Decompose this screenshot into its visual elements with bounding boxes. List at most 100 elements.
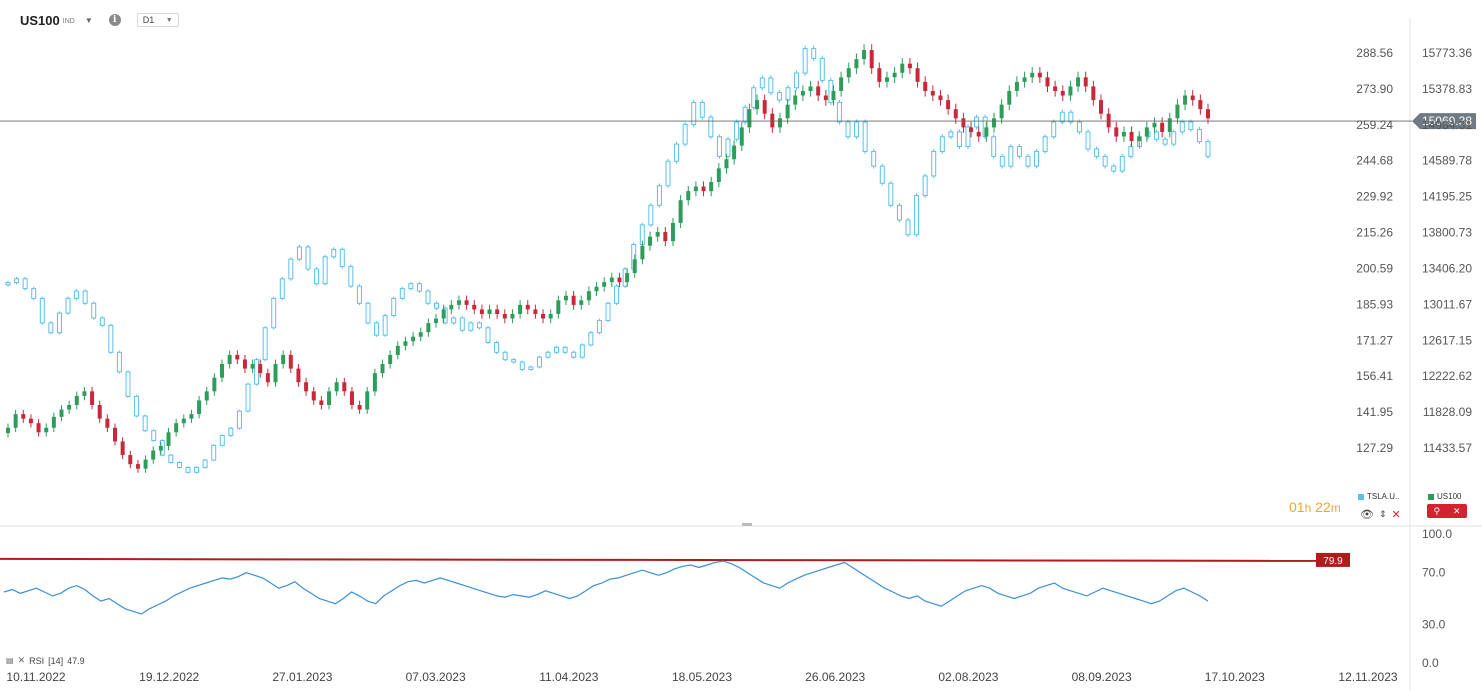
compare-candle	[1059, 109, 1065, 125]
main-candle	[204, 386, 209, 405]
main-candle	[1014, 76, 1019, 97]
indicator-close-icon[interactable]: ✕	[17, 655, 26, 665]
legend-main[interactable]: US100	[1428, 492, 1461, 501]
main-candle-body	[479, 309, 484, 314]
main-candle	[999, 99, 1004, 124]
compare-candle	[1119, 153, 1125, 174]
panel-resize-handle	[742, 523, 752, 526]
compare-candle	[819, 55, 825, 84]
main-candle	[6, 423, 10, 438]
main-candle	[1129, 126, 1134, 147]
compare-candle-body	[1119, 155, 1125, 172]
rsi-label[interactable]: ▤ ✕ RSI [14] 47.9	[6, 655, 85, 666]
symbol-label[interactable]: US100	[20, 12, 60, 28]
close-icon[interactable]: ✕	[1391, 509, 1401, 521]
info-icon[interactable]: i	[108, 14, 121, 26]
main-candle-body	[1183, 95, 1188, 105]
compare-candle	[759, 75, 765, 91]
main-candle	[839, 71, 844, 97]
caret-down-icon[interactable]: ▼	[84, 15, 93, 25]
indicator-settings-icon[interactable]: ▤	[6, 656, 14, 665]
main-candle-body	[143, 459, 148, 469]
compare-candle-body	[845, 121, 851, 138]
main-candle-body	[594, 286, 599, 292]
main-candle-body	[502, 313, 507, 319]
main-candle-body	[930, 90, 935, 96]
main-candle	[678, 195, 683, 229]
reorder-icon[interactable]: ⇕	[1378, 509, 1387, 519]
main-candle	[701, 181, 706, 197]
compare-candle-body	[176, 462, 182, 468]
x-axis-label: 27.01.2023	[272, 670, 332, 684]
compare-candle-body	[502, 351, 508, 361]
compare-candle-body	[1008, 146, 1014, 167]
compare-candle-body	[1205, 141, 1211, 157]
price-line: 15069.38	[0, 113, 1476, 130]
right-axis-label: 14195.25	[1422, 190, 1472, 204]
main-candle-body	[418, 332, 423, 337]
main-candle	[732, 140, 737, 165]
main-candle-body	[709, 182, 714, 192]
compare-candle-body	[725, 138, 731, 157]
main-candle	[625, 268, 630, 287]
main-candle	[877, 62, 882, 88]
main-candle-body	[1129, 131, 1134, 142]
compare-candle	[254, 358, 260, 386]
main-candle-body	[900, 63, 905, 73]
main-candle	[602, 277, 607, 292]
legend-compare[interactable]: TSLA.U..	[1358, 492, 1399, 501]
rsi-period: [14]	[48, 655, 64, 666]
compare-candle	[99, 316, 105, 328]
right-axis-label: 13800.73	[1422, 226, 1472, 240]
main-candle-body	[334, 382, 339, 392]
main-candle	[785, 99, 790, 124]
main-candle-body	[28, 418, 33, 424]
compare-candle-body	[691, 101, 697, 126]
main-candle-body	[1091, 86, 1096, 101]
main-candle-body	[946, 100, 951, 110]
main-candle-body	[609, 277, 614, 283]
compare-candle	[656, 183, 662, 208]
main-candle	[1160, 117, 1165, 138]
x-axis-label: 12.11.2023	[1338, 670, 1397, 684]
main-candle-body	[204, 391, 209, 401]
compare-candle-body	[271, 297, 277, 329]
main-candle	[823, 89, 828, 106]
main-candle-body	[6, 427, 10, 434]
compare-candle-body	[922, 175, 928, 197]
main-candle-body	[288, 354, 293, 369]
main-candle-body	[907, 63, 912, 69]
compare-candle	[185, 466, 191, 474]
compare-color-swatch	[1358, 493, 1364, 500]
compare-candle-body	[134, 395, 140, 417]
main-candle	[892, 67, 897, 83]
main-candle-body	[67, 404, 72, 410]
main-candle-body	[510, 313, 515, 319]
main-candle-body	[969, 127, 974, 132]
main-candle	[1022, 71, 1027, 88]
main-candle-body	[869, 50, 874, 69]
compare-candle-body	[708, 116, 714, 138]
compare-candle	[991, 134, 997, 159]
main-candle	[28, 414, 33, 428]
compare-candle-body	[614, 285, 620, 304]
compare-candle	[1051, 119, 1057, 140]
compare-candle-body	[185, 466, 191, 473]
left-axis-label: 259.24	[1356, 118, 1393, 132]
left-axis-label: 171.27	[1356, 333, 1393, 347]
compare-candle	[322, 254, 328, 286]
compare-candle	[511, 358, 517, 364]
main-series-actions-button[interactable]: ⚲ ✕	[1427, 504, 1467, 518]
compare-candle	[948, 129, 954, 140]
compare-candle-body	[65, 297, 71, 314]
compare-candle	[888, 180, 894, 208]
compare-candle	[1154, 129, 1160, 142]
compare-candle-body	[914, 195, 920, 236]
eye-icon[interactable]: 👁	[1360, 509, 1374, 521]
timeframe-select[interactable]: D1 ▼	[136, 13, 179, 27]
main-candle	[541, 309, 546, 324]
compare-candle-body	[494, 341, 500, 353]
main-candle-body	[242, 359, 247, 369]
compare-candle-body	[365, 302, 371, 324]
